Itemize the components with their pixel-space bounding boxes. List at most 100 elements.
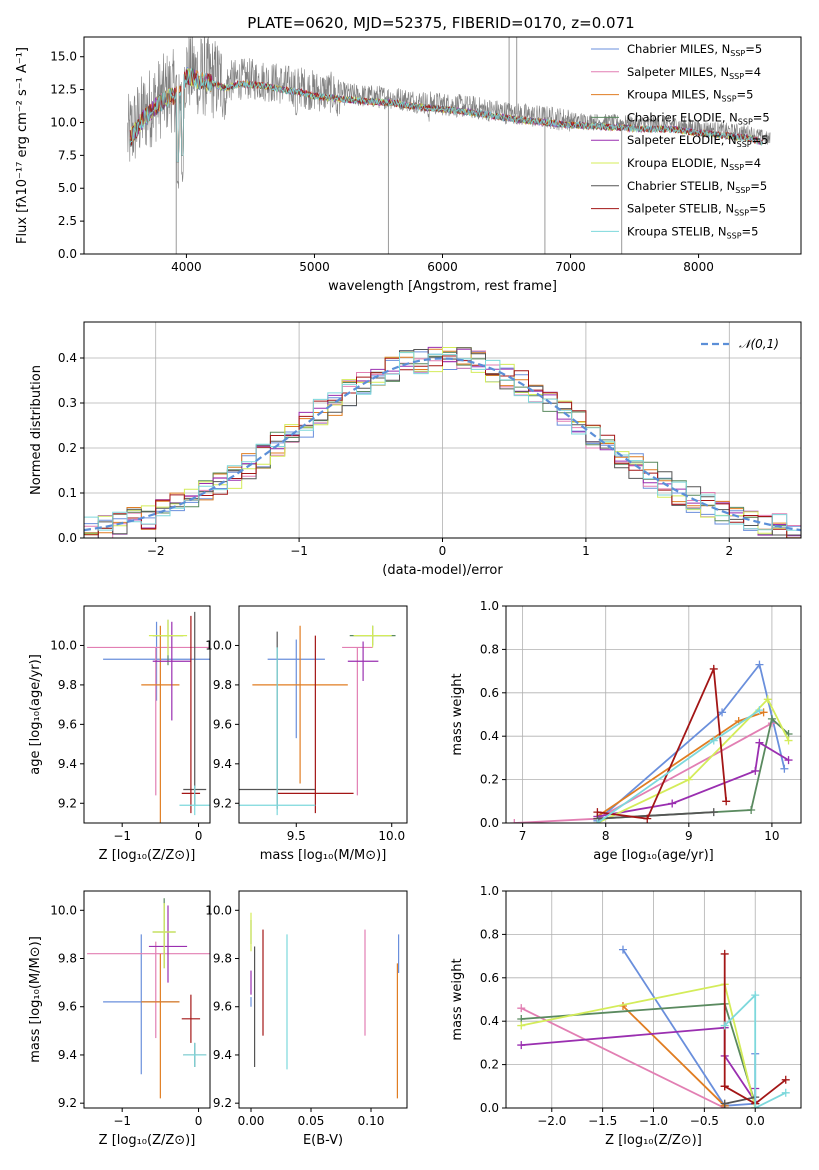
legend-label: Kroupa STELIB, NSSP=5: [627, 224, 758, 240]
weight-line-kroupa-stelib: [724, 993, 787, 1108]
x-tick-label: −2.0: [537, 1114, 566, 1128]
weight-marker: [751, 766, 760, 775]
plot-area: [239, 625, 396, 816]
weight-marker: [720, 1021, 729, 1030]
weight-marker: [643, 814, 652, 823]
y-tick-label: 0.6: [480, 971, 499, 985]
residual-histogram-kroupa-elodie: [84, 347, 801, 538]
residual-histogram-panel: −2 −1 0 1 2 0.0 0.1 0.2 0.3 0.4 (data-model)/error…: [29, 321, 802, 578]
y-tick-label: 9.4: [58, 1048, 77, 1062]
weight-marker: [510, 819, 519, 823]
age-vs-mass-panel: 9.5 10.0 9.2 9.4 9.6 9.8 10.0 mass [log₁₀(M/M⊙)…: [205, 605, 408, 863]
y-tick-label: 2.5: [58, 214, 77, 228]
weight-marker: [781, 1088, 790, 1097]
weight-line-salpeter-stelib: [723, 953, 787, 1105]
weight-line-kroupa-elodie: [597, 697, 790, 823]
weight-marker: [593, 819, 602, 823]
plot-area: [87, 898, 210, 1099]
y-axis-label: mass weight: [450, 958, 465, 1040]
weight-marker: [720, 1099, 729, 1108]
y-tick-label: 1.0: [480, 599, 499, 613]
x-tick-label: 0.10: [358, 1114, 385, 1128]
weight-marker: [755, 660, 764, 669]
y-tick-label: 0.1: [58, 486, 77, 500]
x-tick-label: 2: [725, 544, 733, 558]
x-tick-label: 9: [685, 829, 693, 843]
weight-marker: [755, 738, 764, 747]
x-tick-label: 9.5: [287, 829, 306, 843]
y-tick-label: 0.2: [480, 773, 499, 787]
x-tick-label: 0: [195, 1114, 203, 1128]
weight-marker: [767, 714, 776, 723]
axes-frame: [83, 890, 211, 1109]
y-axis-label: Flux [fλ10⁻¹⁷ erg cm⁻² s⁻¹ A⁻¹]: [15, 47, 30, 244]
y-tick-label: 9.8: [58, 678, 77, 692]
weight-marker: [720, 1082, 729, 1091]
x-tick-label: 8000: [683, 260, 714, 274]
weight-line-kroupa-stelib: [596, 709, 760, 823]
weight-marker: [618, 945, 627, 954]
axes-frame: [83, 321, 802, 539]
weight-line-chabrier-elodie: [521, 1002, 757, 1108]
weight-marker: [709, 808, 718, 817]
legend-label: Chabrier ELODIE, NSSP=5: [627, 110, 770, 126]
x-tick-label: 8: [602, 829, 610, 843]
figure-title: PLATE=0620, MJD=52375, FIBERID=0170, z=0…: [247, 14, 634, 32]
x-tick-label: 7: [519, 829, 527, 843]
x-tick-label: −2: [147, 544, 165, 558]
weight-marker: [718, 708, 727, 717]
weight-marker: [709, 664, 718, 673]
y-axis-label: mass [log₁₀(M/M⊙)]: [28, 936, 43, 1063]
weight-marker: [720, 949, 729, 958]
y-tick-label: 0.0: [480, 1101, 499, 1115]
y-tick-label: 10.0: [50, 638, 77, 652]
axes-frame: [83, 605, 211, 824]
legend-label: Chabrier STELIB, NSSP=5: [627, 179, 767, 195]
weight-vs-metallicity-panel: −2.0 −1.5 −1.0 −0.5 0.0 0.0 0.2 0.4 0.6 0.8 1.0 Z […: [450, 884, 802, 1148]
x-axis-label: Z [log₁₀(Z/Z⊙)]: [99, 848, 196, 863]
mass-vs-metallicity-panel: −1 0 9.2 9.4 9.6 9.8 10.0 Z [log₁₀(Z/Z⊙)] mass […: [28, 890, 211, 1148]
weight-marker: [747, 805, 756, 814]
y-tick-label: 0.0: [480, 816, 499, 830]
weight-marker: [751, 991, 760, 1000]
y-axis-label: Normed distribution: [29, 365, 44, 495]
x-tick-label: 0.05: [298, 1114, 325, 1128]
y-tick-label: 0.4: [480, 1014, 499, 1028]
y-tick-label: 9.6: [213, 1000, 232, 1014]
weight-marker: [763, 695, 772, 704]
residual-histogram-kroupa-stelib: [84, 352, 801, 538]
legend-label: Chabrier MILES, NSSP=5: [627, 42, 762, 58]
y-tick-label: 1.0: [480, 884, 499, 898]
weight-marker: [755, 706, 764, 715]
y-tick-label: 10.0: [50, 115, 77, 129]
x-axis-label: (data-model)/error: [382, 563, 503, 578]
y-tick-label: 0.2: [480, 1058, 499, 1072]
x-tick-label: 7000: [555, 260, 586, 274]
age-vs-metallicity-panel: −1 0 9.2 9.4 9.6 9.8 10.0 Z [log₁₀(Z/Z⊙)] age [l…: [28, 605, 211, 863]
model-spectrum-kroupa-stelib: [129, 67, 763, 163]
weight-marker: [517, 1004, 526, 1013]
weight-marker: [668, 799, 677, 808]
y-tick-label: 10.0: [205, 638, 232, 652]
plot-area: [250, 912, 400, 1099]
weight-marker: [781, 1075, 790, 1084]
axes-frame: [238, 605, 408, 824]
y-tick-label: 9.2: [58, 796, 77, 810]
weight-marker: [784, 756, 793, 765]
weight-line-kroupa-elodie: [521, 983, 757, 1108]
x-tick-label: 0.00: [238, 1114, 265, 1128]
x-tick-label: 0: [195, 829, 203, 843]
weight-marker: [722, 797, 731, 806]
y-tick-label: 9.8: [58, 952, 77, 966]
y-tick-label: 0.0: [58, 531, 77, 545]
weight-marker: [593, 808, 602, 817]
y-tick-label: 9.2: [213, 796, 232, 810]
legend-label: Kroupa MILES, NSSP=5: [627, 88, 753, 104]
y-tick-label: 7.5: [58, 148, 77, 162]
x-tick-label: 10.0: [378, 829, 405, 843]
y-tick-label: 9.8: [213, 952, 232, 966]
weight-marker: [709, 736, 718, 745]
normal-reference-curve: [84, 357, 801, 532]
x-axis-label: Z [log₁₀(Z/Z⊙)]: [99, 1133, 196, 1148]
y-tick-label: 0.8: [480, 642, 499, 656]
